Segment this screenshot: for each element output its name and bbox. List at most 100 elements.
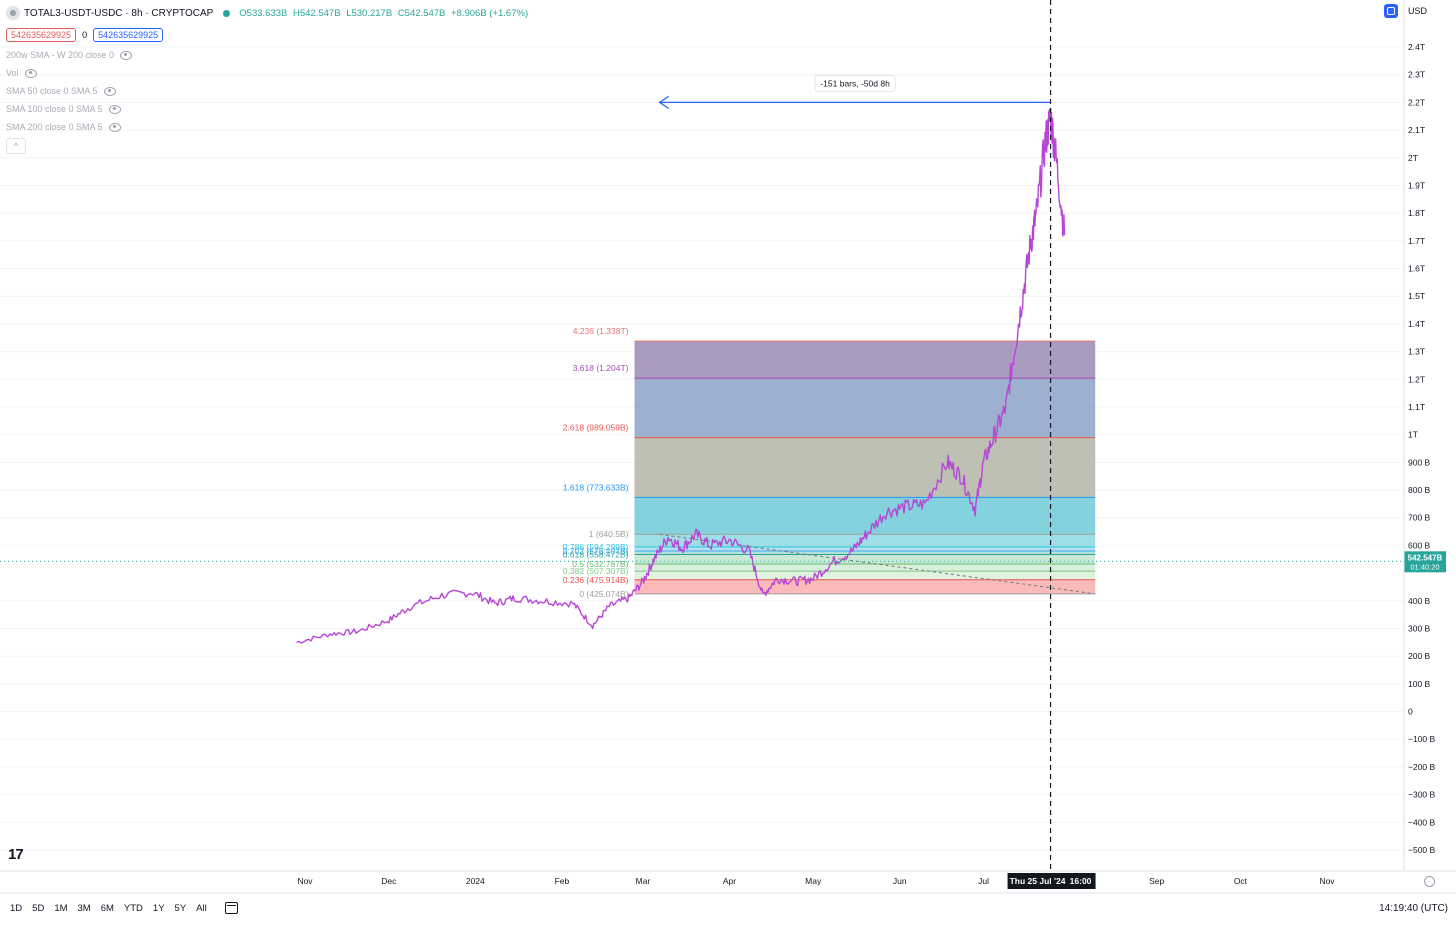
y-tick-label: 800 B — [1408, 485, 1431, 495]
chart-legend: TOTAL3-USDT-USDC · 8h · CRYPTOCAP O533.6… — [6, 4, 531, 154]
buy-value-box[interactable]: 542635629925 — [93, 28, 164, 42]
y-tick-label: −500 B — [1408, 845, 1436, 855]
fib-level-label: 0.786 (594.299B) — [563, 542, 629, 552]
eye-icon[interactable] — [24, 68, 37, 78]
y-tick-label: 200 B — [1408, 651, 1431, 661]
tradingview-logo[interactable]: 17 — [8, 846, 24, 863]
measure-label-box — [814, 74, 896, 92]
y-tick-label: 0 — [1408, 707, 1413, 717]
fib-level-label: 0.236 (475.914B) — [563, 575, 629, 585]
eye-icon[interactable] — [103, 86, 116, 96]
y-tick-label: 2.2T — [1408, 97, 1425, 107]
x-tick-label: Apr — [723, 876, 736, 886]
x-tick-label: 2024 — [466, 876, 485, 886]
currency-toggle-icon[interactable] — [1384, 4, 1398, 18]
fib-level-label: 1.618 (773.633B) — [563, 482, 629, 492]
indicator-label: SMA 50 close 0 SMA 5 — [6, 86, 98, 96]
range-1y-button[interactable]: 1Y — [152, 902, 165, 914]
symbol-title[interactable]: TOTAL3-USDT-USDC · 8h · CRYPTOCAP — [24, 7, 214, 19]
chevron-up-icon: ^ — [13, 141, 19, 151]
x-tick-label: Jun — [893, 876, 907, 886]
y-tick-label: 1.9T — [1408, 180, 1425, 190]
y-tick-label: −300 B — [1408, 790, 1436, 800]
indicator-sma-100[interactable]: SMA 100 close 0 SMA 5 — [6, 100, 531, 118]
spread-value: 0 — [82, 30, 88, 40]
collapse-legend-button[interactable]: ^ — [6, 138, 26, 154]
gear-icon[interactable] — [1424, 876, 1435, 887]
value-row: 542635629925 0 542635629925 — [6, 24, 531, 46]
x-tick-label: Nov — [297, 876, 313, 886]
y-tick-label: 1.8T — [1408, 208, 1425, 218]
fib-zone[interactable] — [634, 546, 1096, 551]
fib-zone[interactable] — [634, 341, 1096, 379]
ohlc-change: +8.906B (+1.67%) — [451, 7, 529, 19]
indicator-label: SMA 100 close 0 SMA 5 — [6, 104, 103, 114]
range-1m-button[interactable]: 1M — [54, 902, 68, 914]
range-1d-button[interactable]: 1D — [10, 902, 23, 914]
measure-label: -151 bars, -50d 8h — [820, 78, 890, 88]
range-5d-button[interactable]: 5D — [32, 902, 45, 914]
indicator-sma-200[interactable]: SMA 200 close 0 SMA 5 — [6, 118, 531, 136]
ohlc-values: O533.633B H542.547B L530.217B C542.547B … — [239, 8, 531, 19]
y-tick-label: 1.2T — [1408, 374, 1425, 384]
range-6m-button[interactable]: 6M — [100, 902, 114, 914]
indicator-sma-50[interactable]: SMA 50 close 0 SMA 5 — [6, 82, 531, 100]
fib-level-label: 0.5 (532.787B) — [572, 559, 628, 569]
fib-zone[interactable] — [634, 497, 1096, 535]
y-tick-label: 1.1T — [1408, 402, 1425, 412]
y-tick-label: 2.4T — [1408, 42, 1425, 52]
x-tick-label: Jul — [978, 876, 989, 886]
fib-zone[interactable] — [634, 437, 1096, 498]
currency-label[interactable]: USD — [1408, 6, 1428, 16]
indicator-label: SMA 200 close 0 SMA 5 — [6, 122, 103, 132]
price-line[interactable] — [296, 108, 1066, 644]
y-tick-label: 400 B — [1408, 596, 1431, 606]
fib-level-label: 4.236 (1.338T) — [573, 326, 629, 336]
fib-zone[interactable] — [634, 534, 1096, 547]
y-tick-label: 2.3T — [1408, 70, 1425, 80]
fib-zone[interactable] — [634, 378, 1096, 438]
range-ytd-button[interactable]: YTD — [123, 902, 143, 914]
y-tick-label: 300 B — [1408, 623, 1431, 633]
fib-zone[interactable] — [634, 554, 1096, 565]
eye-icon[interactable] — [108, 122, 121, 132]
x-tick-label: Dec — [381, 876, 397, 886]
y-tick-label: −400 B — [1408, 817, 1436, 827]
y-tick-label: 900 B — [1408, 457, 1431, 467]
eye-icon[interactable] — [108, 104, 121, 114]
calendar-icon[interactable] — [224, 902, 238, 914]
market-status-icon — [223, 9, 231, 17]
y-tick-label: −200 B — [1408, 762, 1436, 772]
symbol-logo-icon — [6, 6, 20, 20]
sell-value-box[interactable]: 542635629925 — [6, 28, 77, 42]
bottom-toolbar: 1D 5D 1M 3M 6M YTD 1Y 5Y All 14:19:40 (U… — [0, 896, 1456, 920]
fib-level-label: 2.618 (989.059B) — [563, 423, 629, 433]
y-tick-label: 2.1T — [1408, 125, 1425, 135]
fib-zone[interactable] — [634, 564, 1096, 572]
eye-icon[interactable] — [120, 50, 133, 60]
indicator-vol[interactable]: Vol — [6, 64, 531, 82]
x-tick-label: Feb — [555, 876, 570, 886]
last-price-tag — [1404, 551, 1446, 573]
fib-level-label: 0.702 (576.407B) — [563, 546, 629, 556]
y-tick-label: 600 B — [1408, 540, 1431, 550]
utc-clock[interactable]: 14:19:40 (UTC) — [1379, 903, 1448, 914]
y-tick-label: 1.5T — [1408, 291, 1425, 301]
ohlc-high: H542.547B — [293, 7, 341, 19]
ohlc-open: O533.633B — [239, 7, 288, 19]
x-tick-label: Mar — [636, 876, 651, 886]
fib-zone[interactable] — [634, 579, 1096, 594]
range-5y-button[interactable]: 5Y — [174, 902, 187, 914]
fib-zone[interactable] — [634, 550, 1096, 555]
last-price-value: 542.547B — [1408, 553, 1443, 562]
symbol-row: TOTAL3-USDT-USDC · 8h · CRYPTOCAP O533.6… — [6, 4, 531, 22]
range-all-button[interactable]: All — [196, 902, 207, 914]
fib-zone[interactable] — [634, 571, 1096, 580]
fib-level-label: 0 (425.074B) — [579, 589, 628, 599]
y-tick-label: 1.6T — [1408, 264, 1425, 274]
indicator-200w-sma[interactable]: 200w SMA - W 200 close 0 — [6, 46, 531, 64]
range-3m-button[interactable]: 3M — [77, 902, 91, 914]
indicator-label: 200w SMA - W 200 close 0 — [6, 50, 115, 60]
